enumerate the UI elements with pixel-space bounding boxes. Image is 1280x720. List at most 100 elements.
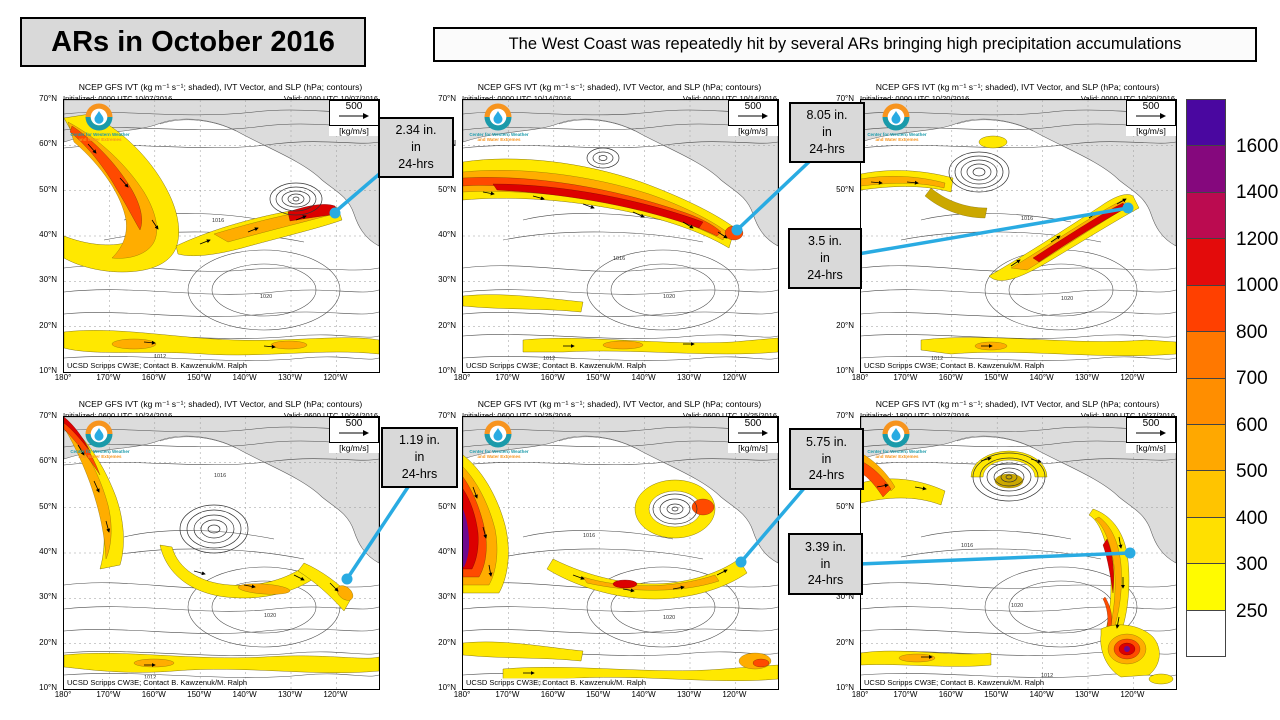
lat-tick-label: 40°N [438,546,456,556]
colorbar-block [1187,146,1225,193]
ivt-scale: 500 [kg/m/s] [728,100,778,136]
attribution: UCSD Scripps CW3E; Contact B. Kawzenuk/M… [864,678,1045,687]
callout-precip-1: 2.34 in. in 24-hrs [378,117,454,178]
contour-label: 1016 [212,218,224,224]
lon-tick-label: 130°W [1074,373,1100,382]
contour-label: 1016 [1021,216,1033,222]
lat-tick-label: 30°N [438,592,456,602]
contour-label: 1020 [663,294,675,300]
callout-mid: in [820,251,830,266]
callout-mid: in [822,125,832,140]
callout-precip-3: 3.5 in. in 24-hrs [788,228,862,289]
lon-axis: 180° 170°W 160°W 150°W 140°W 130°W 120°W [435,690,795,702]
colorbar-tick-label: 1000 [1236,275,1279,296]
map-5: 1016 1020 1012 Center for Western Weathe… [462,416,779,690]
callout-period: 24-hrs [398,156,434,171]
lat-tick-label: 40°N [39,229,57,239]
lat-tick-label: 30°N [39,275,57,285]
callout-amount: 1.19 in. [398,433,440,448]
callout-mid: in [414,450,425,465]
colorbar [1186,99,1226,657]
lon-tick-label: 160°W [938,690,963,699]
colorbar-block [1187,424,1225,472]
colorbar-tick-label: 300 [1236,554,1268,575]
scale-value: 500 [345,418,363,429]
attribution: UCSD Scripps CW3E; Contact B. Kawzenuk/M… [466,678,647,687]
lon-tick-label: 150°W [187,690,212,699]
ivt-map-graphic: 1016 1020 1012 [64,100,379,372]
lat-tick-label: 50°N [836,184,854,194]
callout-mid: in [820,556,831,571]
lon-tick-label: 180° [54,373,72,382]
contour-label: 1012 [154,354,166,360]
contour-label: 1012 [1041,673,1053,679]
lat-tick-label: 20°N [438,637,456,647]
lat-tick-label: 10°N [836,682,854,692]
colorbar-block [1187,239,1225,286]
map-valid: Valid: 0000 UTC 10/20/2016 [1081,94,1175,103]
lon-tick-label: 140°W [631,690,656,699]
lon-tick-label: 140°W [631,373,656,382]
lat-tick-label: 70°N [836,94,854,103]
lon-tick-label: 160°W [141,690,166,699]
contour-label: 1016 [613,256,625,262]
lat-tick-label: 50°N [39,501,57,511]
callout-amount: 3.39 in. [804,539,846,554]
map-initialized: Initialized: 1800 UTC 10/27/2016 [860,411,969,420]
callout-precip-6: 3.39 in. in 24-hrs [788,533,863,595]
ivt-map-graphic: 1016 1020 1012 [861,417,1176,689]
lat-tick-label: 50°N [438,501,456,511]
colorbar-tick-label: 400 [1236,507,1268,529]
lon-tick-label: 160°W [540,373,565,382]
lon-tick-label: 140°W [232,373,257,382]
lon-tick-label: 120°W [323,373,348,382]
lon-tick-label: 180° [453,690,471,699]
colorbar-block [1187,564,1225,611]
scale-value: 500 [1142,418,1160,429]
contour-label: 1012 [543,356,555,362]
callout-period: 24-hrs [807,267,843,282]
colorbar-tick-label: 600 [1236,414,1268,436]
lat-tick-label: 20°N [438,320,456,330]
lon-tick-label: 170°W [893,373,918,382]
lat-tick-label: 20°N [836,637,854,647]
scale-value: 500 [345,101,363,112]
map-1: 1016 1020 1012 Center for Western Weathe… [63,99,380,373]
lat-tick-label: 70°N [836,411,854,420]
lon-tick-label: 130°W [277,373,303,382]
lat-tick-label: 30°N [836,592,854,602]
ivt-scale: 500 [kg/m/s] [1126,417,1176,453]
lon-tick-label: 130°W [676,690,702,699]
ivt-map-graphic: 1016 1020 1012 [861,100,1176,372]
map-panel-5: NCEP GFS IVT (kg m⁻¹ s⁻¹; shaded), IVT V… [435,399,815,704]
scale-units: [kg/m/s] [728,443,778,453]
lon-tick-label: 170°W [96,690,121,699]
lon-tick-label: 150°W [187,373,212,382]
map-title: NCEP GFS IVT (kg m⁻¹ s⁻¹; shaded), IVT V… [78,82,363,92]
map-header: NCEP GFS IVT (kg m⁻¹ s⁻¹; shaded), IVT V… [63,399,378,420]
lon-tick-label: 180° [851,373,869,382]
lon-tick-label: 120°W [722,373,747,382]
lon-axis: 180° 170°W 160°W 150°W 140°W 130°W 120°W [435,373,795,385]
lat-tick-label: 20°N [836,320,854,330]
lat-tick-label: 20°N [39,320,57,330]
map-header: NCEP GFS IVT (kg m⁻¹ s⁻¹; shaded), IVT V… [63,82,378,103]
lon-tick-label: 180° [54,690,72,699]
map-title: NCEP GFS IVT (kg m⁻¹ s⁻¹; shaded), IVT V… [875,399,1160,409]
lon-tick-label: 170°W [893,690,918,699]
lat-tick-label: 70°N [438,411,456,420]
map-initialized: Initialized: 0000 UTC 10/20/2016 [860,94,969,103]
map-panel-3: NCEP GFS IVT (kg m⁻¹ s⁻¹; shaded), IVT V… [833,82,1213,387]
lon-tick-label: 140°W [1029,690,1054,699]
colorbar-tick-label: 250 [1236,600,1268,622]
lon-tick-label: 180° [851,690,869,699]
colorbar-block [1187,285,1225,333]
map-panel-1: NCEP GFS IVT (kg m⁻¹ s⁻¹; shaded), IVT V… [36,82,416,387]
map-6: 1016 1020 1012 Center for Western Weathe… [860,416,1177,690]
ivt-scale: 500 [kg/m/s] [728,417,778,453]
lat-tick-label: 40°N [438,229,456,239]
callout-mid: in [411,140,421,155]
